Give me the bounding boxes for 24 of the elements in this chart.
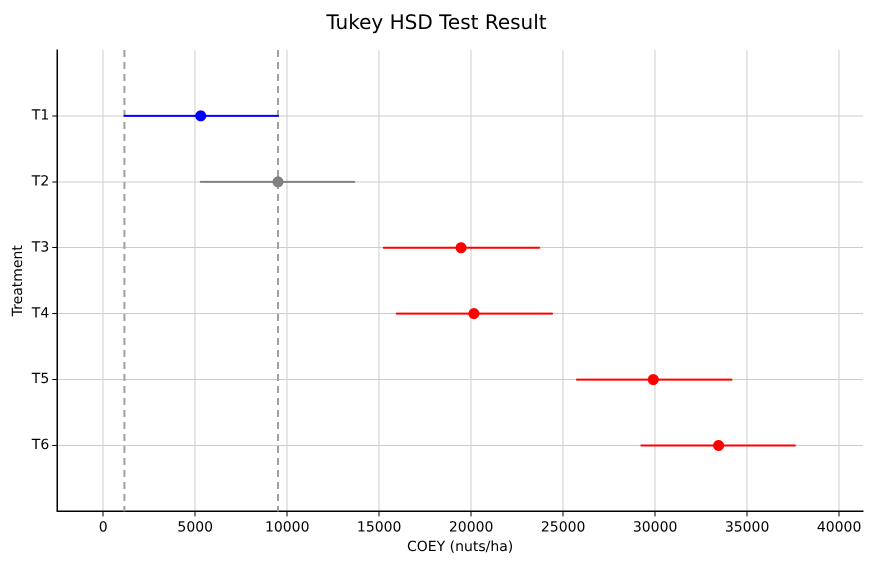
x-tick-label: 40000 <box>816 519 862 536</box>
y-tick-label: T5 <box>30 371 50 388</box>
point <box>272 176 284 188</box>
x-tick-label: 5000 <box>177 519 214 536</box>
y-tick-label: T6 <box>30 437 50 454</box>
x-tick-label: 35000 <box>724 519 770 536</box>
y-tick-label: T4 <box>30 305 50 322</box>
x-tick-label: 20000 <box>448 519 494 536</box>
x-tick-label: 25000 <box>540 519 586 536</box>
point <box>456 242 467 254</box>
x-axis-title: COEY (nuts/ha) <box>406 539 514 556</box>
chart-title: Tukey HSD Test Result <box>325 10 547 34</box>
point <box>648 374 659 386</box>
x-tick-label: 10000 <box>264 519 310 536</box>
x-tick-label: 30000 <box>632 519 678 536</box>
x-tick-label: 15000 <box>356 519 402 536</box>
y-axis-title: Treatment <box>10 244 26 318</box>
y-tick-label: T2 <box>30 173 50 190</box>
point <box>713 440 724 451</box>
point <box>468 308 480 320</box>
y-tick-label: T3 <box>30 239 50 256</box>
y-tick-label: T1 <box>30 108 50 124</box>
x-tick-label: 0 <box>98 519 108 536</box>
point <box>195 110 206 122</box>
